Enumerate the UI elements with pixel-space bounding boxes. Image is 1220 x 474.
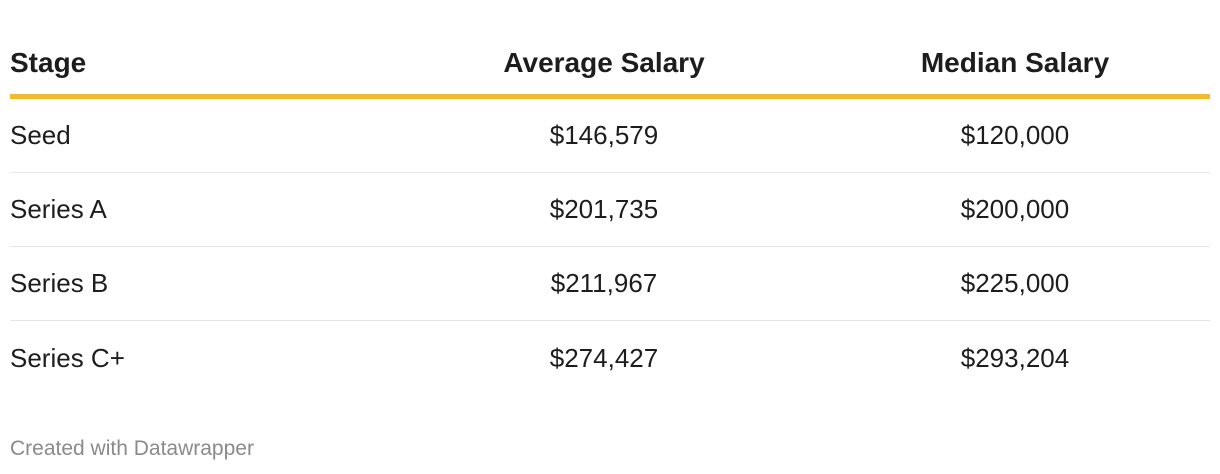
median-salary-cell: $293,204 (960, 342, 1070, 373)
column-header-median-salary[interactable]: Median Salary (920, 47, 1110, 78)
median-salary-cell: $200,000 (960, 194, 1070, 224)
average-salary-cell: $274,427 (549, 342, 659, 373)
stage-cell: Series B (10, 268, 109, 298)
table-row: Series B $211,967 $225,000 (10, 247, 1210, 321)
average-salary-cell: $211,967 (550, 268, 658, 298)
stage-cell: Series C+ (10, 342, 125, 373)
salary-table: Stage Average Salary Median Salary Seed … (10, 28, 1210, 395)
table-row: Seed $146,579 $120,000 (10, 99, 1210, 173)
stage-cell: Seed (10, 120, 71, 150)
average-salary-cell: $201,735 (549, 194, 659, 224)
table-row: Series A $201,735 $200,000 (10, 173, 1210, 247)
table-header-row: Stage Average Salary Median Salary (10, 28, 1210, 99)
credit-footer[interactable]: Created with Datawrapper (10, 437, 254, 460)
average-salary-cell: $146,579 (549, 120, 659, 150)
median-salary-cell: $120,000 (960, 120, 1070, 150)
column-header-average-salary[interactable]: Average Salary (503, 47, 705, 78)
table-row: Series C+ $274,427 $293,204 (10, 321, 1210, 395)
column-header-stage[interactable]: Stage (10, 47, 87, 78)
median-salary-cell: $225,000 (960, 268, 1070, 298)
stage-cell: Series A (10, 194, 107, 224)
